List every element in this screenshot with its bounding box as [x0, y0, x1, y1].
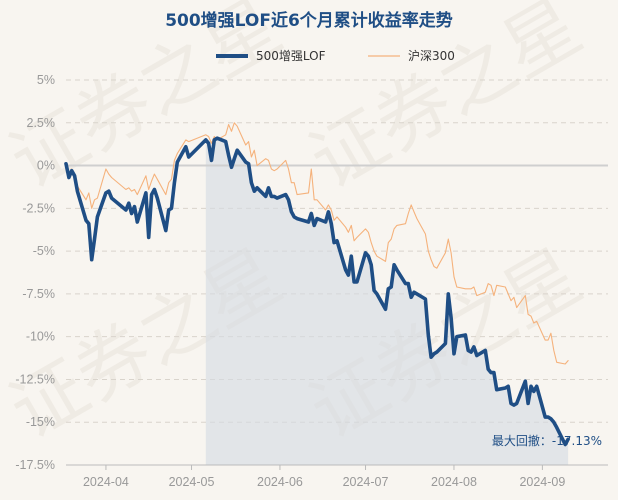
y-tick-label: 0%: [37, 159, 55, 173]
x-axis: 2024-04 2024-05 2024-06 2024-07 2024-08 2024-…: [66, 464, 608, 489]
series-line-1: [64, 136, 570, 447]
y-tick-label: -5%: [33, 244, 55, 258]
legend-label-series-1: 500增强LOF: [256, 49, 326, 63]
y-tick-label: -10%: [26, 330, 55, 344]
y-tick-label: 5%: [37, 73, 55, 87]
legend: 500增强LOF 沪深300: [216, 49, 455, 63]
x-tick-label: 2024-06: [257, 475, 303, 489]
y-tick-label: 2.5%: [27, 116, 56, 130]
y-axis: 5% 2.5% 0% -2.5% -5% -7.5% -10% -12.5% -15% -17.5…: [15, 73, 55, 472]
y-tick-label: -15%: [26, 415, 55, 429]
y-tick-label: -2.5%: [22, 201, 55, 215]
series-line-2: [65, 122, 569, 365]
chart-title: 500增强LOF近6个月累计收益率走势: [165, 10, 453, 31]
series-lines: [64, 122, 570, 447]
x-tick-label: 2024-05: [169, 475, 215, 489]
x-tick-label: 2024-07: [343, 475, 389, 489]
x-tick-label: 2024-04: [83, 475, 129, 489]
y-tick-label: -12.5%: [15, 372, 55, 386]
legend-label-series-2: 沪深300: [408, 49, 455, 63]
y-tick-label: -17.5%: [15, 458, 55, 472]
y-tick-label: -7.5%: [22, 287, 55, 301]
max-drawdown-label: 最大回撤：-17.13%: [492, 433, 602, 448]
x-tick-label: 2024-08: [431, 475, 477, 489]
x-tick-label: 2024-09: [519, 475, 565, 489]
